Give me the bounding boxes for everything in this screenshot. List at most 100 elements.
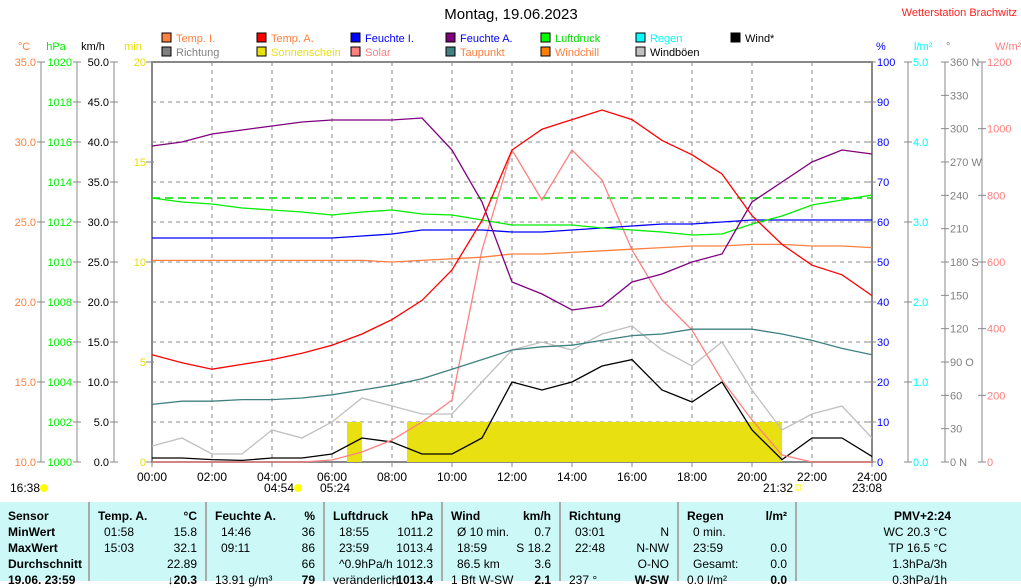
axis-tick-label: 270 W <box>950 157 982 169</box>
sunset-icon <box>795 484 802 491</box>
sunset-time: 21:32 <box>763 481 793 495</box>
axis-tick-label: 1000 <box>987 124 1011 136</box>
table-row: 86.5 km 3.6 <box>443 556 559 572</box>
cell-right: 0.0 <box>770 541 787 555</box>
cell-left: 15:03 <box>104 541 135 555</box>
column-header: Wind km/h <box>443 508 559 524</box>
header-unit: % <box>304 509 315 523</box>
header-label: Temp. A. <box>98 509 148 523</box>
sunrise-time: 04:54 <box>264 481 294 495</box>
legend-label: Solar <box>365 47 391 59</box>
header-unit: km/h <box>522 509 551 523</box>
sunshine-bar <box>407 422 782 462</box>
table-row: 14:46 36 <box>207 524 323 540</box>
table-row: 22.89 <box>90 556 205 572</box>
column-header: Regen l/m² <box>679 508 795 524</box>
table-row: 18:59 S 18.2 <box>443 540 559 556</box>
cell-left: Ø 10 min. <box>457 525 510 539</box>
table-row: 237 ° W-SW <box>561 572 677 588</box>
axis-unit-label: °C <box>18 41 30 53</box>
axis-tick-label: 10 <box>877 417 889 429</box>
legend-swatch <box>635 46 646 57</box>
axis-tick-label: 20.0 <box>88 297 109 309</box>
sunrise-icon <box>294 484 302 492</box>
x-tick-label: 00:00 <box>137 470 167 484</box>
legend-label: Taupunkt <box>460 47 505 59</box>
cell: WC 20.3 °C <box>883 525 947 539</box>
cell-right: 36 <box>301 525 315 539</box>
x-tick-label: 22:00 <box>797 470 827 484</box>
axis-tick-label: 0.0 <box>913 457 928 469</box>
cell-left: 0.0 l/m² <box>687 573 728 587</box>
axis-tick-label: 10.0 <box>88 377 109 389</box>
legend-label: Luftdruck <box>555 33 601 45</box>
legend-swatch <box>256 46 267 57</box>
axis-tick-label: 20 <box>134 57 146 69</box>
cell-right: 2.1 <box>534 573 551 587</box>
table-row: 1 Bft W-SW 2.1 <box>443 572 559 588</box>
table-column: PMV+2:24 WC 20.3 °C TP 16.5 °C 1.3hPa/3h 0.3… <box>795 502 1021 587</box>
legend-label: Wind* <box>745 33 775 45</box>
sun-icon <box>40 484 48 492</box>
axis-tick-label: 1010 <box>48 257 72 269</box>
axis-tick-label: 50 <box>877 257 889 269</box>
cell-left: 23:59 <box>339 541 370 555</box>
axis-tick-label: 600 <box>987 257 1005 269</box>
table-row: MinWert <box>0 524 88 540</box>
axis-tick-label: 1020 <box>48 57 72 69</box>
table-column: Temp. A. °C 01:58 15.8 15:03 32.1 22.89 ↓20.3 <box>88 502 205 587</box>
sunshine-bars <box>347 422 782 462</box>
statistics-table: Sensor MinWert MaxWert Durchschnitt 19.06. 2… <box>0 502 1021 587</box>
cell-left: 18:59 <box>457 541 488 555</box>
table-row: 18:55 1011.2 <box>325 524 441 540</box>
table-row: 22:48 N-NW <box>561 540 677 556</box>
cell-right: 1011.2 <box>397 525 433 539</box>
axis-tick-label: 180 S <box>950 257 979 269</box>
legend-swatch <box>161 32 172 43</box>
sunrise2-time: 05:24 <box>320 481 350 495</box>
cell-right: 1013.4 <box>396 541 433 555</box>
legend-swatch <box>256 32 267 43</box>
series-taupunkt <box>151 328 873 406</box>
header-label: Feuchte A. <box>215 509 276 523</box>
axis-tick-label: 1000 <box>48 457 72 469</box>
axis-tick-label: 25.0 <box>15 217 36 229</box>
series <box>151 109 873 463</box>
cell-left: 18:55 <box>339 525 370 539</box>
legend-swatch <box>540 46 551 57</box>
axis-tick-label: 2.0 <box>913 297 928 309</box>
header-label: Regen <box>687 509 724 523</box>
cell-right: 86 <box>301 541 315 555</box>
axis-tick-label: 1018 <box>48 97 72 109</box>
x-tick-label: 20:00 <box>737 470 767 484</box>
axis-tick-label: 20.0 <box>15 297 36 309</box>
axis-tick-label: 100 <box>877 57 895 69</box>
series-temp-a <box>151 109 873 370</box>
sunset2-time: 23:08 <box>852 481 882 495</box>
legend-label: Sonnenschein <box>271 47 341 59</box>
x-tick-label: 02:00 <box>197 470 227 484</box>
cell-right: N <box>660 525 669 539</box>
cell-left: Durchschnitt <box>8 557 83 571</box>
axis-tick-label: 1012 <box>48 217 72 229</box>
axis-unit-label: km/h <box>81 41 105 53</box>
axis-tick-label: 15.0 <box>88 337 109 349</box>
axis-unit-label: hPa <box>46 41 66 53</box>
axis-tick-label: 120 <box>950 324 968 336</box>
table-row: ^0.9hPa/h 1012.3 <box>325 556 441 572</box>
table-row: Ø 10 min. 0.7 <box>443 524 559 540</box>
cell-right: ↓20.3 <box>167 573 197 587</box>
axis-tick-label: 150 <box>950 290 968 302</box>
cell-right: 22.89 <box>166 557 197 571</box>
cell-right: ↑1013.4 <box>390 573 433 587</box>
axis-unit-label: % <box>876 41 886 53</box>
table-row: 23:59 0.0 <box>679 540 795 556</box>
axis-unit-label: ° <box>946 41 950 53</box>
table-column: Luftdruck hPa 18:55 1011.2 23:59 1013.4 ^0.9hP… <box>323 502 441 587</box>
series-luftdruck <box>151 194 873 236</box>
table-row: 19.06. 23:59 <box>0 572 88 588</box>
axis-tick-label: 30 <box>877 337 889 349</box>
axis-tick-label: 25.0 <box>88 257 109 269</box>
cell-left: 01:58 <box>104 525 135 539</box>
axis-tick-label: 3.0 <box>913 217 928 229</box>
